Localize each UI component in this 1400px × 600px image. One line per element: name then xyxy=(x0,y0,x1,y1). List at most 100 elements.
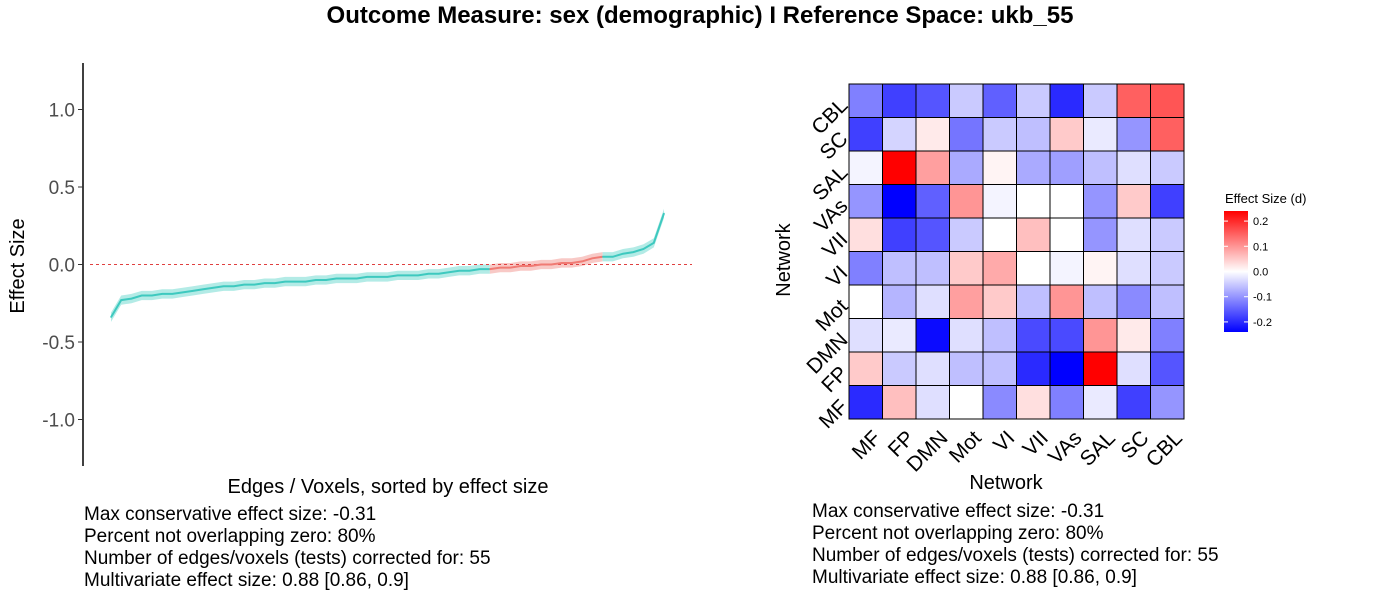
heatmap-cell xyxy=(1150,184,1185,219)
heatmap-cell xyxy=(1083,117,1118,152)
heatmap-cell xyxy=(1049,83,1084,118)
heatmap-cell xyxy=(982,318,1017,353)
heatmap-cell xyxy=(1083,318,1118,353)
data-point xyxy=(376,276,378,278)
heatmap-cell xyxy=(915,117,950,152)
heatmap-cell xyxy=(1083,184,1118,219)
heatmap-y-tick-label: VAs xyxy=(810,194,852,236)
heatmap-cell xyxy=(882,251,917,286)
heatmap-cell xyxy=(982,284,1017,319)
data-point xyxy=(243,284,245,286)
heatmap-cell xyxy=(1049,284,1084,319)
data-point xyxy=(386,276,389,278)
heatmap-cell xyxy=(848,184,883,219)
heatmap-cell xyxy=(949,351,984,386)
heatmap-cell xyxy=(982,351,1017,386)
heatmap-cell xyxy=(915,184,950,219)
stat-multivariate-right: Multivariate effect size: 0.88 [0.86, 0.… xyxy=(812,567,1137,588)
effect-line-nonoverlap-0 xyxy=(110,268,490,318)
heatmap-cell xyxy=(1016,150,1051,185)
confidence-band-nonoverlap-0 xyxy=(111,264,490,322)
heatmap-x-tick-label: VI xyxy=(989,426,1019,456)
stat-percent-not-overlapping-right: Percent not overlapping zero: 80% xyxy=(812,523,1104,544)
data-point xyxy=(438,273,440,275)
heatmap-cell xyxy=(982,83,1017,118)
data-point xyxy=(622,253,624,255)
data-point xyxy=(530,265,532,267)
heatmap-cell xyxy=(1116,184,1151,219)
heatmap-cell xyxy=(915,217,950,252)
data-point xyxy=(468,270,470,272)
data-point xyxy=(274,282,276,284)
heatmap-cell xyxy=(1049,351,1084,386)
data-point xyxy=(161,293,163,295)
heatmap-cell xyxy=(882,184,917,219)
stat-max-conservative-right: Max conservative effect size: -0.31 xyxy=(812,501,1105,522)
heatmap-cell xyxy=(949,284,984,319)
heatmap-cell xyxy=(915,351,950,386)
heatmap-cell xyxy=(915,251,950,286)
data-point xyxy=(581,260,583,262)
data-point xyxy=(141,294,143,297)
heatmap-cell xyxy=(949,217,984,252)
data-point xyxy=(612,256,614,258)
heatmap-cell xyxy=(848,385,883,420)
heatmap-cell xyxy=(848,150,883,185)
data-point xyxy=(120,299,122,301)
y-tick-label: 0.0 xyxy=(49,256,75,277)
legend-tick-label: -0.2 xyxy=(1253,317,1272,329)
data-point xyxy=(397,274,399,276)
stats-left: Max conservative effect size: -0.31 Perc… xyxy=(84,504,491,592)
heatmap-cell xyxy=(915,284,950,319)
heatmap-cell xyxy=(1116,83,1151,118)
heatmap-cell xyxy=(915,83,950,118)
heatmap-cell xyxy=(1016,351,1051,386)
data-point xyxy=(520,265,522,267)
stat-tests-corrected-right: Number of edges/voxels (tests) corrected… xyxy=(812,545,1219,566)
data-point xyxy=(448,271,450,273)
heatmap-cell xyxy=(949,150,984,185)
data-point xyxy=(509,267,511,269)
heatmap-cell xyxy=(915,150,950,185)
heatmap-y-tick-label: SAL xyxy=(808,161,852,205)
data-point xyxy=(223,285,225,287)
data-point xyxy=(653,242,655,244)
data-point xyxy=(489,268,491,270)
data-point xyxy=(356,277,358,280)
heatmap-cell xyxy=(982,217,1017,252)
heatmap-x-axis-label: Network xyxy=(969,472,1043,494)
heatmap-cell xyxy=(1016,284,1051,319)
heatmap-cell xyxy=(982,117,1017,152)
heatmap-cell xyxy=(949,251,984,286)
data-point xyxy=(345,277,348,280)
heatmap-cell xyxy=(1049,318,1084,353)
data-point xyxy=(427,273,430,275)
heatmap-x-tick-label: SAL xyxy=(1076,426,1120,470)
heatmap-cell xyxy=(1116,251,1151,286)
data-point xyxy=(540,263,542,266)
heatmap-y-axis-label: Network xyxy=(773,222,795,296)
effect-line-overlap-1 xyxy=(489,255,603,271)
legend-title: Effect Size (d) xyxy=(1225,191,1306,206)
stat-multivariate-left: Multivariate effect size: 0.88 [0.86, 0.… xyxy=(84,570,409,591)
heatmap-cell xyxy=(915,385,950,420)
heatmap-cell xyxy=(1116,217,1151,252)
data-point xyxy=(202,288,204,290)
heatmap-cell xyxy=(1116,150,1151,185)
data-point xyxy=(417,274,419,276)
data-point xyxy=(642,248,645,250)
heatmap-cell xyxy=(1016,217,1051,252)
heatmap-cell xyxy=(1116,351,1151,386)
y-tick-label: -1.0 xyxy=(42,411,75,432)
heatmap-cell xyxy=(915,318,950,353)
heatmap-cell xyxy=(882,150,917,185)
data-point xyxy=(632,251,634,253)
data-point xyxy=(335,277,337,280)
heatmap-cell xyxy=(1116,117,1151,152)
heatmap-x-tick-label: Mot xyxy=(945,426,986,467)
data-point xyxy=(407,274,409,276)
data-point xyxy=(182,291,184,293)
heatmap-y-tick-label: MF xyxy=(815,395,853,433)
heatmap-cell xyxy=(1083,385,1118,420)
